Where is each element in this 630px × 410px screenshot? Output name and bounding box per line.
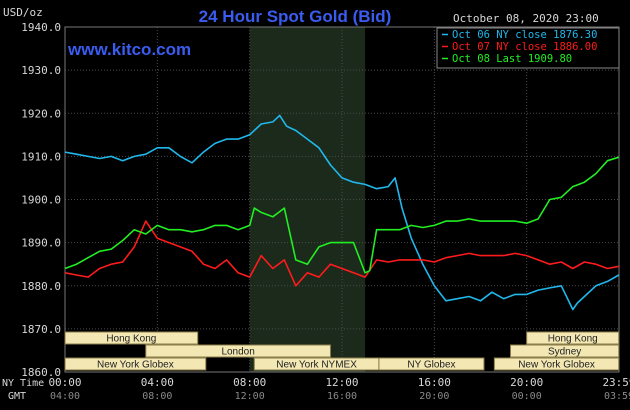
x-tick-label-gmt: 20:00 — [419, 391, 449, 402]
x-tick-label-gmt: 04:00 — [50, 391, 80, 402]
market-session-bar — [64, 331, 199, 345]
unit-label: USD/oz — [3, 6, 43, 19]
market-session-label: New York Globex — [97, 360, 174, 371]
chart-date: October 08, 2020 23:00 — [453, 12, 599, 25]
x-tick-label-gmt: 16:00 — [327, 391, 357, 402]
x-tick-label-gmt: 12:00 — [235, 391, 265, 402]
x-tick-label-ny: 00:00 — [48, 376, 81, 389]
y-tick-label: 1880.0 — [21, 280, 61, 293]
plot-frame — [64, 26, 620, 373]
market-session-bar — [145, 344, 331, 358]
market-session-bar — [493, 357, 620, 371]
y-tick-label: 1940.0 — [21, 21, 61, 34]
legend-label: Oct 08 Last 1909.80 — [452, 53, 572, 65]
y-axis-ticks: 1940.0 1930.0 1920.0 1910.0 1900.0 1890.0 1880… — [21, 21, 61, 379]
x-row-label-ny: NY Time — [2, 378, 44, 389]
x-row-label-gmt: GMT — [8, 391, 26, 402]
x-tick-label-ny: 12:00 — [325, 376, 358, 389]
trading-session-highlight — [249, 27, 366, 372]
market-session-label: NY Globex — [407, 360, 455, 371]
site-watermark: www.kitco.com — [67, 40, 191, 59]
market-session-bar — [378, 357, 485, 371]
market-session-label: Hong Kong — [106, 334, 156, 345]
market-session-bar — [510, 344, 620, 358]
x-tick-label-ny: 04:00 — [141, 376, 174, 389]
series-line-0 — [64, 114, 620, 311]
market-session-label: New York NYMEX — [276, 360, 357, 371]
market-session-bar — [526, 331, 620, 345]
chart-title: 24 Hour Spot Gold (Bid) — [199, 7, 392, 26]
y-tick-label: 1930.0 — [21, 64, 61, 77]
market-session-bars: Hong Kong London New York Globex New York N… — [64, 331, 620, 371]
y-tick-label: 1870.0 — [21, 323, 61, 336]
x-tick-label-ny: 20:00 — [510, 376, 543, 389]
y-tick-label: 1910.0 — [21, 150, 61, 163]
y-tick-label: 1900.0 — [21, 194, 61, 207]
market-session-label: London — [221, 347, 254, 358]
y-tick-label: 1920.0 — [21, 107, 61, 120]
x-tick-label-gmt: 08:00 — [142, 391, 172, 402]
y-tick-label: 1860.0 — [21, 366, 61, 379]
legend-box — [436, 27, 620, 69]
x-tick-label-gmt: 03:59 — [604, 391, 630, 402]
legend-label: Oct 07 NY close 1886.00 — [452, 41, 597, 53]
x-tick-label-ny: 23:59 — [602, 376, 630, 389]
legend-label: Oct 06 NY close 1876.30 — [452, 29, 597, 41]
x-tick-label-gmt: 00:00 — [512, 391, 542, 402]
x-axis-ticks: 00:00 04:00 04:00 08:00 08:00 12:00 12:00 16:00… — [48, 376, 630, 402]
x-tick-label-ny: 16:00 — [418, 376, 451, 389]
market-session-label: New York Globex — [518, 360, 595, 371]
series-line-1 — [64, 220, 619, 287]
series-lines — [64, 114, 620, 311]
x-tick-label-ny: 08:00 — [233, 376, 266, 389]
series-line-2 — [64, 156, 620, 274]
market-session-label: Sydney — [548, 347, 581, 358]
market-session-label: Hong Kong — [548, 334, 598, 345]
y-tick-label: 1890.0 — [21, 237, 61, 250]
market-session-bar — [64, 357, 207, 371]
